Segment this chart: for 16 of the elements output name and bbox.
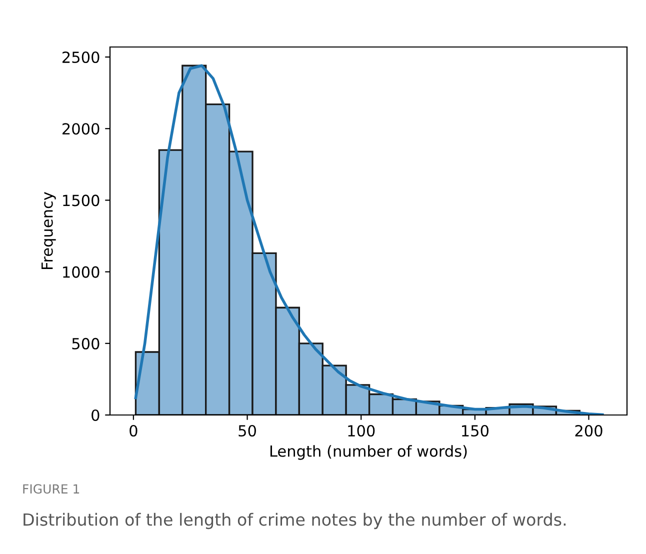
line-series — [134, 64, 604, 415]
x-tick-label: 50 — [238, 424, 256, 437]
x-tick-label: 100 — [348, 424, 375, 437]
y-axis-title: Frequency — [42, 192, 56, 269]
caption: FIGURE 1 — [23, 484, 80, 494]
x-tick-label: 200 — [575, 424, 602, 437]
y-tick-label: 500 — [72, 338, 100, 350]
y-tick-label: 0 — [92, 409, 100, 422]
x-tick-label: 150 — [462, 424, 488, 437]
x-axis-title: Length (number of words) — [270, 445, 467, 460]
y-tick-label: 1500 — [63, 194, 100, 206]
x-tick-label: 0 — [130, 424, 138, 437]
text: Distribution of the length of crime notes by the number of words. — [24, 512, 566, 530]
y-tick-label: 2000 — [62, 123, 100, 135]
y-tick-label: 2500 — [62, 51, 100, 64]
y-tick-label: 1000 — [63, 266, 100, 278]
